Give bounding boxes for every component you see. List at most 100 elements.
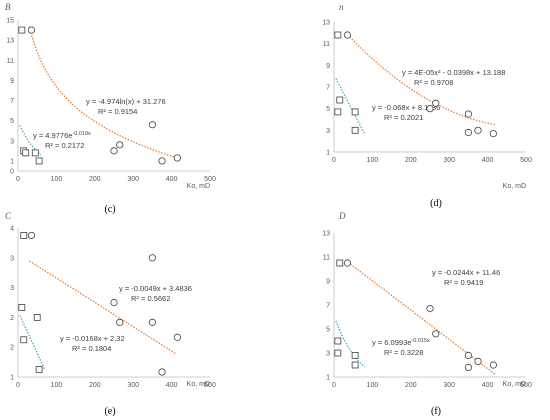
data-point-square — [334, 108, 342, 116]
data-point-circle — [110, 298, 118, 307]
data-point-circle — [426, 105, 434, 113]
y-tick-label: 3 — [10, 138, 14, 145]
x-axis-label: Ko, mD — [503, 183, 526, 190]
data-point-circle — [148, 254, 156, 262]
trendline-r2: R² = 0.2172 — [45, 141, 84, 150]
data-point-square — [336, 259, 344, 267]
x-tick-label: 300 — [127, 382, 139, 389]
data-point-square — [20, 232, 28, 239]
x-tick-label: 200 — [89, 176, 101, 183]
y-tick-label: 13 — [322, 20, 330, 27]
y-tick-label: 9 — [326, 279, 330, 286]
data-point-circle — [464, 363, 472, 371]
trendline-equation: y = 4.9776e-0.019x — [33, 131, 91, 140]
data-point-circle — [464, 351, 472, 359]
trendline-blue — [335, 78, 366, 135]
data-point-circle — [27, 231, 36, 240]
x-tick-label: 200 — [405, 382, 417, 389]
x-tick-label: 500 — [204, 382, 216, 389]
y-tick-label: 15 — [6, 18, 14, 25]
trendline-r2: R² = 0.5662 — [131, 294, 170, 303]
y-tick-label: 11 — [323, 41, 330, 48]
data-point-circle — [158, 157, 166, 165]
y-tick-label: 1 — [10, 158, 14, 165]
data-point-circle — [489, 129, 497, 138]
trendline-r2: R² = 0.9154 — [98, 107, 137, 116]
data-point-circle — [489, 361, 497, 369]
data-point-square — [35, 366, 43, 373]
x-tick-label: 200 — [89, 382, 101, 389]
data-point-square — [336, 96, 344, 104]
y-tick-label: 9 — [326, 63, 330, 70]
y-tick-label: 5 — [326, 106, 330, 113]
data-point-circle — [148, 318, 156, 326]
x-axis-label: Ko, mD — [187, 183, 210, 190]
panel-title: C — [5, 211, 12, 221]
x-tick-label: 0 — [332, 382, 336, 389]
x-tick-label: 200 — [405, 157, 417, 164]
panel-title: B — [5, 2, 11, 12]
data-point-circle — [474, 357, 482, 365]
data-point-square — [334, 337, 342, 345]
trendline-equation: y = -0.0244x + 11.46 — [432, 268, 500, 277]
data-point-square — [22, 149, 30, 157]
x-tick-label: 0 — [16, 176, 20, 183]
y-tick-label: 1 — [326, 375, 330, 382]
x-tick-label: 500 — [520, 382, 532, 389]
trendline-r2: R² = 0.9419 — [444, 278, 483, 287]
panel-title: n — [339, 2, 344, 12]
panel-e: 1 2 2 3 3 4 0 100 200 300 400 500 C Ko, mD (e) y = -0.0… — [5, 211, 216, 417]
data-point-circle — [464, 128, 472, 137]
y-tick-label: 5 — [326, 327, 330, 334]
y-tick-label: 5 — [10, 118, 14, 125]
y-tick-label: 11 — [323, 255, 330, 262]
trendline-r2: R² = 0.3228 — [384, 348, 423, 357]
data-point-circle — [110, 147, 118, 155]
x-tick-label: 500 — [520, 157, 532, 164]
data-point-circle — [343, 31, 352, 39]
y-tick-label: 7 — [10, 98, 14, 105]
data-point-circle — [148, 121, 156, 129]
data-point-circle — [116, 318, 124, 326]
panel-caption: (c) — [104, 204, 115, 215]
panel-title: D — [338, 211, 346, 221]
trendline-equation: y = 4E-05x² - 0.0398x + 13.188 — [402, 68, 505, 77]
panel-caption: (d) — [430, 198, 442, 209]
x-tick-label: 400 — [482, 382, 494, 389]
data-point-circle — [432, 330, 440, 338]
data-point-square — [20, 336, 28, 344]
y-tick-label: 9 — [10, 78, 14, 85]
x-tick-label: 500 — [204, 176, 216, 183]
x-tick-label: 0 — [16, 382, 20, 389]
panel-caption: (e) — [104, 406, 115, 417]
y-tick-label: 2 — [10, 345, 14, 352]
trendline-r2: R² = 0.1804 — [72, 344, 111, 353]
data-point-square — [334, 31, 342, 39]
y-tick-label: 7 — [326, 85, 330, 92]
trendline-blue — [19, 125, 42, 156]
y-tick-label: 3 — [10, 255, 14, 262]
x-axis-label: Ko, mD — [187, 381, 210, 388]
trendline-equation: y = -0.0168x + 2.32 — [60, 334, 125, 343]
y-tick-label: 13 — [322, 231, 330, 238]
data-point-square — [31, 149, 39, 157]
y-tick-label: 3 — [10, 285, 14, 292]
x-tick-label: 300 — [127, 176, 139, 183]
y-tick-label: 13 — [6, 38, 14, 45]
data-point-square — [35, 157, 43, 165]
trendline-orange — [29, 260, 176, 354]
data-point-circle — [173, 333, 181, 341]
trendline-equation: y = -4.974ln(x) + 31.276 — [86, 97, 166, 106]
data-point-circle — [173, 154, 181, 162]
y-tick-label: 7 — [326, 303, 330, 310]
x-axis-label: Ko, mD — [503, 381, 526, 388]
x-tick-label: 400 — [166, 382, 178, 389]
x-tick-label: 300 — [443, 157, 455, 164]
data-point-circle — [474, 126, 482, 134]
data-point-square — [334, 349, 342, 357]
trendline-blue — [19, 315, 46, 371]
y-tick-label: 3 — [326, 351, 330, 358]
data-point-square — [351, 351, 359, 359]
